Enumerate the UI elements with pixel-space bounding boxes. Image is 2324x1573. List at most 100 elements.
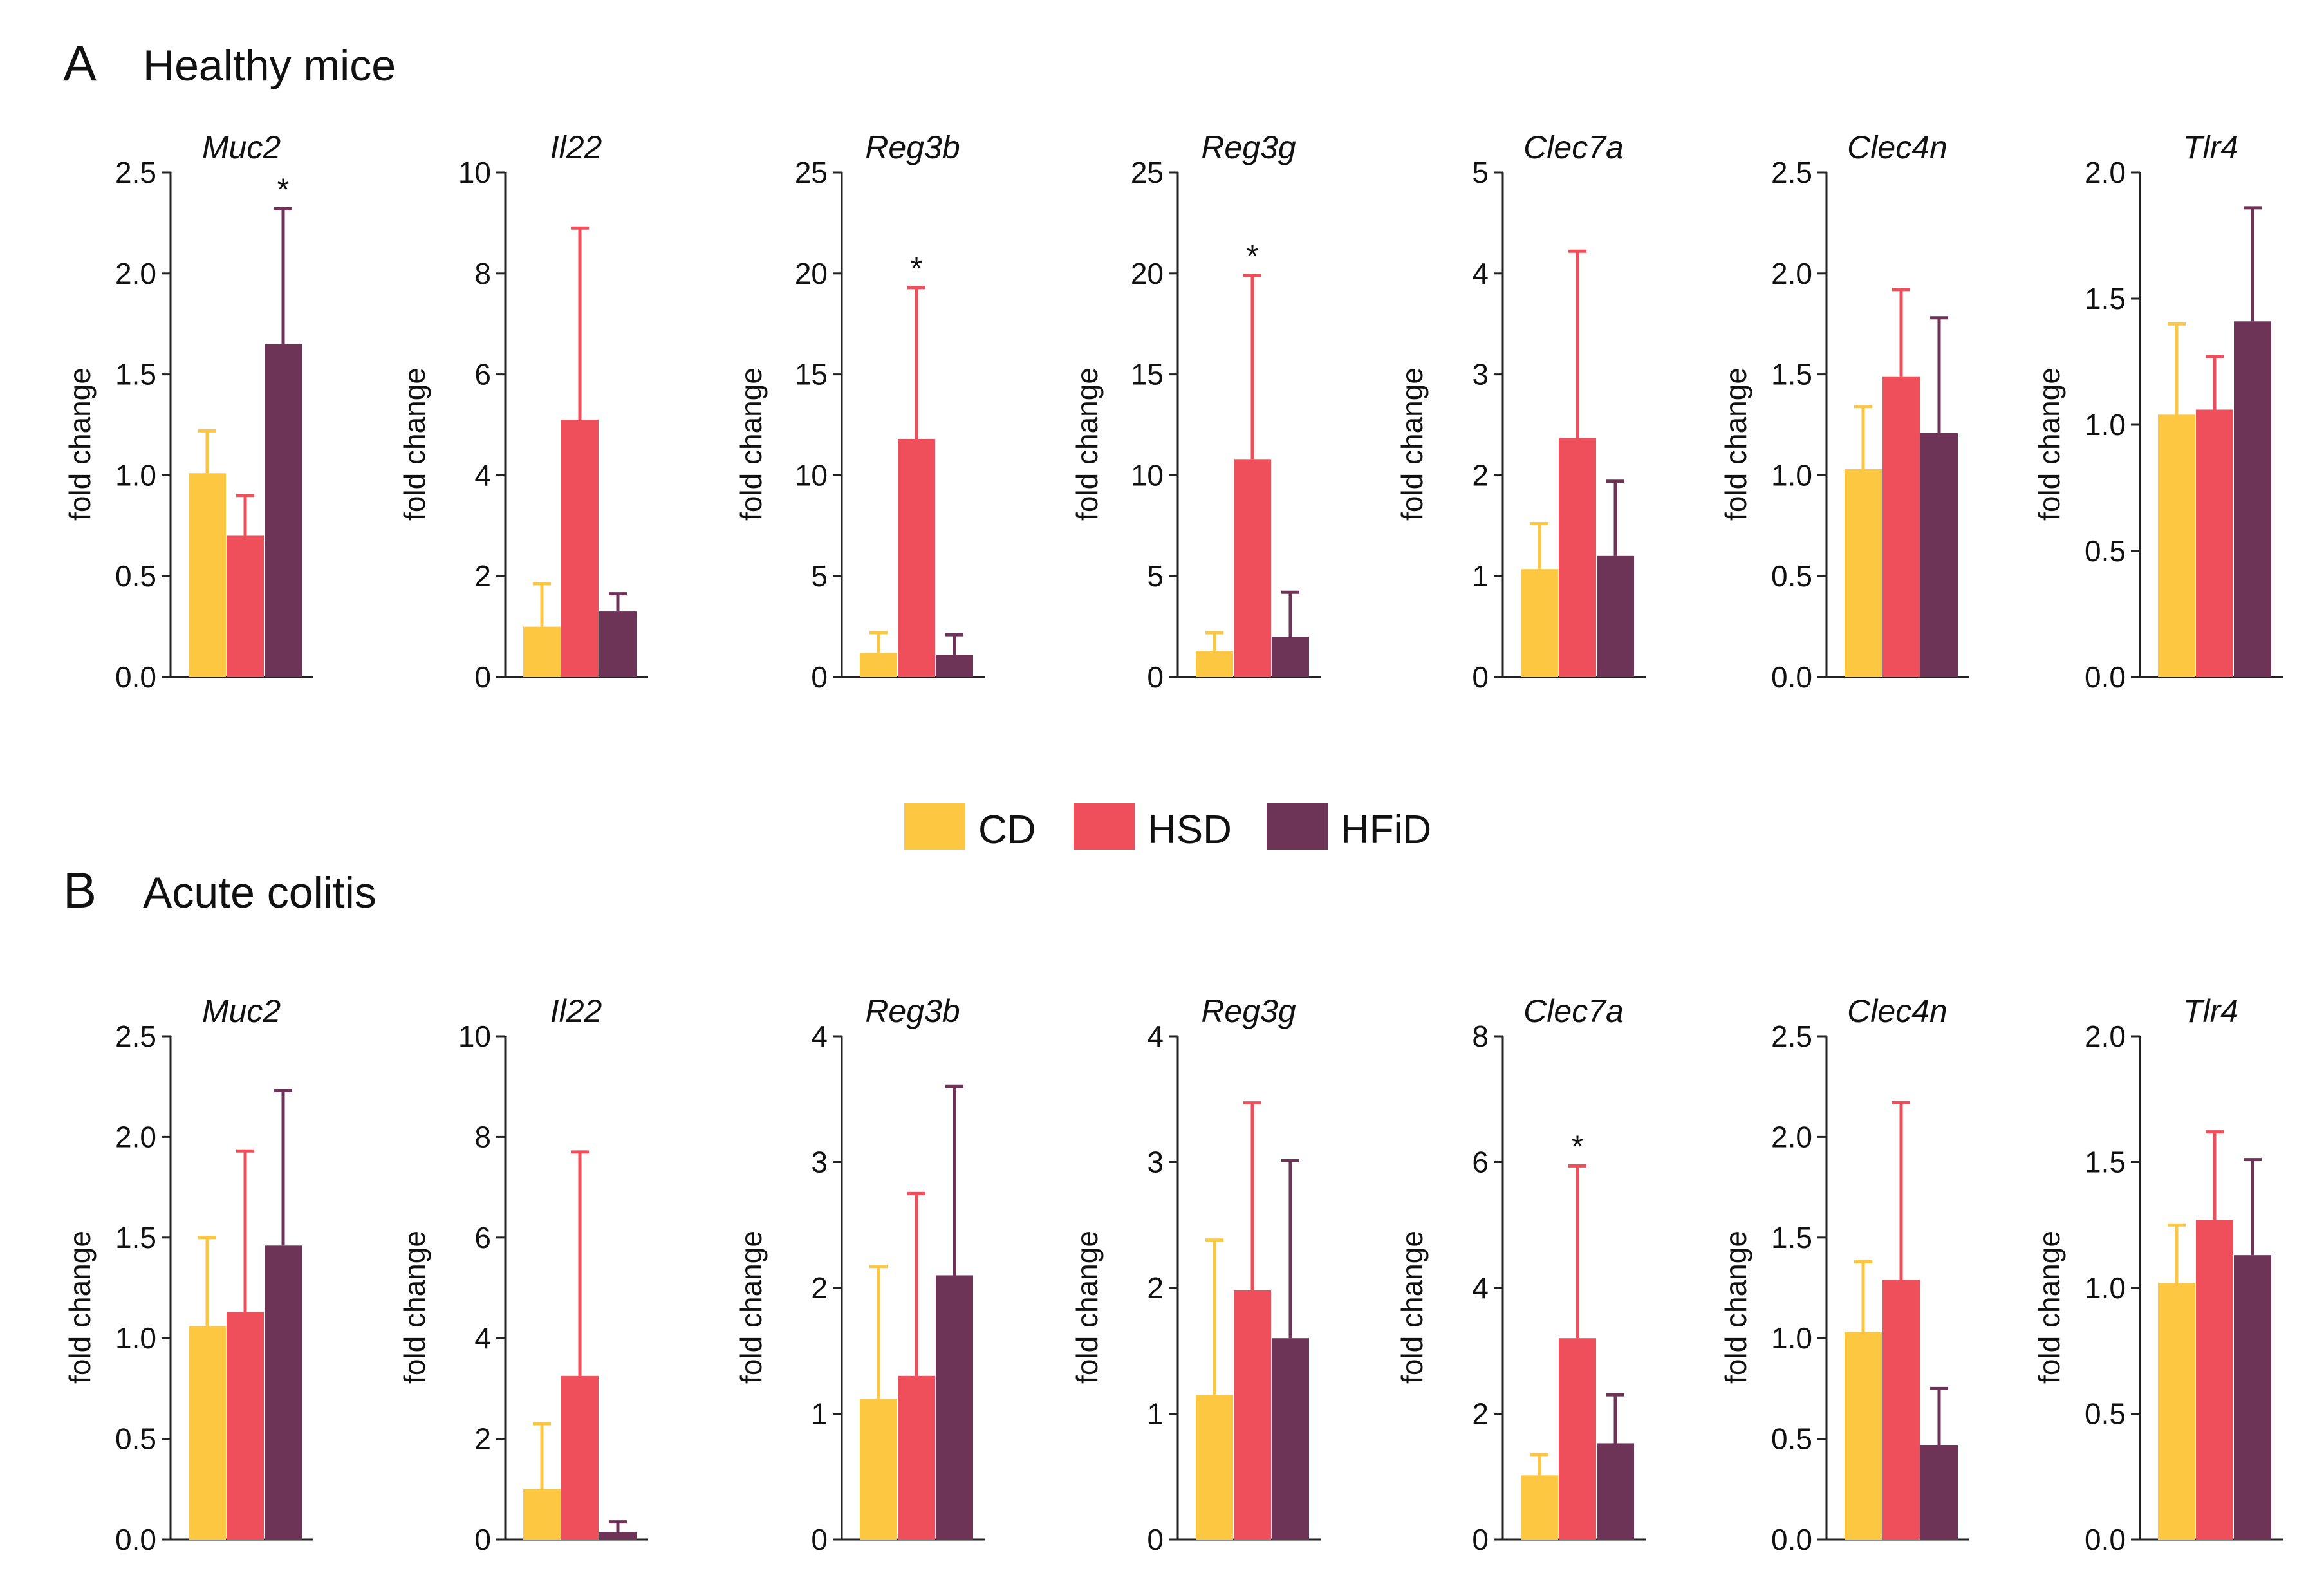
y-tick-label: 0.5 bbox=[2085, 1397, 2126, 1431]
y-tick-label: 2.0 bbox=[2085, 156, 2126, 189]
chart-a-muc2: 0.0 0.5 1.0 1.5 2.0 2.5 fold change Muc2 * bbox=[63, 129, 313, 694]
y-tick-label: 1.0 bbox=[1771, 1321, 1812, 1355]
y-tick-label: 2.0 bbox=[1771, 257, 1812, 290]
y-tick-label: 0.0 bbox=[2085, 660, 2126, 694]
y-tick-label: 0.5 bbox=[2085, 534, 2126, 568]
gene-title: Tlr4 bbox=[2183, 129, 2238, 165]
bar-hsd bbox=[561, 1375, 599, 1540]
bar-hsd bbox=[898, 1375, 935, 1540]
y-tick-label: 20 bbox=[795, 257, 828, 290]
legend-swatch-cd bbox=[904, 803, 965, 850]
chart-a-clec4n: 0.0 0.5 1.0 1.5 2.0 2.5 fold change Clec4n bbox=[1719, 129, 1969, 694]
y-tick-label: 0 bbox=[811, 1523, 828, 1556]
y-tick-label: 0.0 bbox=[1771, 660, 1812, 694]
chart-a-tlr4: 0.0 0.5 1.0 1.5 2.0 fold change Tlr4 bbox=[2032, 129, 2283, 694]
bar-hfid bbox=[936, 655, 973, 677]
gene-title: Reg3b bbox=[865, 129, 960, 165]
gene-title: Reg3g bbox=[1201, 993, 1296, 1029]
y-axis-label: fold change bbox=[63, 368, 97, 521]
bar-hsd bbox=[561, 420, 599, 677]
y-tick-label: 10 bbox=[458, 1019, 491, 1053]
bar-hfid bbox=[936, 1275, 973, 1540]
y-axis-label: fold change bbox=[398, 368, 431, 521]
bar-hsd bbox=[2196, 409, 2233, 677]
panel-a-letter: A bbox=[63, 35, 97, 91]
y-tick-label: 15 bbox=[1131, 358, 1164, 391]
y-tick-label: 2.5 bbox=[115, 1019, 156, 1053]
bar-cd bbox=[860, 653, 897, 677]
y-tick-label: 0 bbox=[474, 1523, 491, 1556]
y-tick-label: 15 bbox=[795, 358, 828, 391]
y-tick-label: 1.5 bbox=[2085, 1146, 2126, 1179]
y-axis-label: fold change bbox=[398, 1231, 431, 1384]
bar-hsd bbox=[1559, 438, 1596, 677]
y-tick-label: 0.5 bbox=[1771, 559, 1812, 593]
chart-b-clec7a: 0 2 4 6 8 fold change Clec7a * bbox=[1395, 993, 1646, 1556]
legend-label-cd: CD bbox=[978, 808, 1036, 852]
y-axis-label: fold change bbox=[2032, 1231, 2066, 1384]
gene-title: Reg3b bbox=[865, 993, 960, 1029]
y-axis-label: fold change bbox=[2032, 368, 2066, 521]
y-tick-label: 1.5 bbox=[1771, 358, 1812, 391]
bar-hfid bbox=[265, 1245, 302, 1540]
y-tick-label: 2.5 bbox=[1771, 156, 1812, 189]
y-tick-label: 2.0 bbox=[2085, 1019, 2126, 1053]
gene-title: Clec4n bbox=[1847, 993, 1948, 1029]
y-tick-label: 0 bbox=[1472, 1523, 1489, 1556]
chart-a-reg3b: 0 5 10 15 20 25 fold change Reg3b * bbox=[734, 129, 985, 694]
y-tick-label: 6 bbox=[474, 1221, 491, 1254]
y-tick-label: 5 bbox=[1472, 156, 1489, 189]
y-tick-label: 1 bbox=[1147, 1397, 1164, 1431]
bar-cd bbox=[2158, 1283, 2195, 1540]
bar-cd bbox=[1521, 569, 1558, 677]
bar-hsd bbox=[227, 535, 264, 677]
y-tick-label: 3 bbox=[811, 1146, 828, 1179]
y-tick-label: 3 bbox=[1472, 358, 1489, 391]
y-tick-label: 0 bbox=[1147, 1523, 1164, 1556]
bar-cd bbox=[1196, 1395, 1233, 1540]
bar-cd bbox=[523, 1489, 561, 1540]
chart-b-muc2: 0.0 0.5 1.0 1.5 2.0 2.5 fold change Muc2 bbox=[63, 993, 313, 1556]
y-tick-label: 0.0 bbox=[115, 660, 156, 694]
y-axis-label: fold change bbox=[1070, 368, 1104, 521]
bar-hfid bbox=[2234, 1255, 2271, 1540]
y-tick-label: 2.5 bbox=[1771, 1019, 1812, 1053]
y-tick-label: 2 bbox=[474, 559, 491, 593]
y-tick-label: 2 bbox=[1472, 458, 1489, 492]
significance-marker: * bbox=[277, 172, 290, 207]
y-axis-label: fold change bbox=[1070, 1231, 1104, 1384]
bar-hfid bbox=[1597, 1443, 1634, 1540]
bar-hfid bbox=[1272, 1338, 1309, 1540]
y-tick-label: 25 bbox=[1131, 156, 1164, 189]
y-tick-label: 2.0 bbox=[115, 257, 156, 290]
bar-cd bbox=[189, 1326, 226, 1540]
chart-b-tlr4: 0.0 0.5 1.0 1.5 2.0 fold change Tlr4 bbox=[2032, 993, 2283, 1556]
gene-title: Muc2 bbox=[202, 129, 281, 165]
y-tick-label: 8 bbox=[474, 1120, 491, 1153]
y-tick-label: 8 bbox=[1472, 1019, 1489, 1053]
y-tick-label: 6 bbox=[1472, 1146, 1489, 1179]
bar-hsd bbox=[1882, 376, 1920, 677]
y-axis-label: fold change bbox=[1395, 368, 1429, 521]
y-tick-label: 0 bbox=[1147, 660, 1164, 694]
chart-a-clec7a: 0 1 2 3 4 5 fold change Clec7a bbox=[1395, 129, 1646, 694]
significance-marker: * bbox=[1572, 1130, 1584, 1164]
chart-b-clec4n: 0.0 0.5 1.0 1.5 2.0 2.5 fold change Clec4n bbox=[1719, 993, 1969, 1556]
panel-b-title: Acute colitis bbox=[143, 868, 376, 917]
y-tick-label: 0 bbox=[474, 660, 491, 694]
legend: CD HSD HFiD bbox=[904, 803, 1431, 852]
y-tick-label: 10 bbox=[795, 458, 828, 492]
bar-hsd bbox=[2196, 1220, 2233, 1540]
y-tick-label: 0 bbox=[1472, 660, 1489, 694]
y-tick-label: 0.0 bbox=[2085, 1523, 2126, 1556]
y-axis-label: fold change bbox=[734, 1231, 768, 1384]
y-tick-label: 3 bbox=[1147, 1146, 1164, 1179]
y-tick-label: 10 bbox=[458, 156, 491, 189]
bar-hfid bbox=[2234, 321, 2271, 677]
y-tick-label: 4 bbox=[1147, 1019, 1164, 1053]
y-tick-label: 2.5 bbox=[115, 156, 156, 189]
y-tick-label: 20 bbox=[1131, 257, 1164, 290]
bar-hsd bbox=[1234, 459, 1271, 677]
y-tick-label: 2 bbox=[1147, 1271, 1164, 1305]
y-tick-label: 0.0 bbox=[1771, 1523, 1812, 1556]
